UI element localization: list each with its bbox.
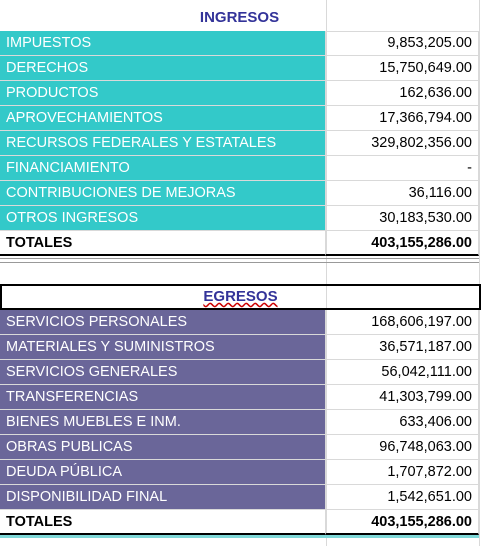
row-value: - bbox=[326, 156, 479, 181]
row-value: 96,748,063.00 bbox=[326, 435, 479, 460]
section-title: INGRESOS bbox=[0, 5, 479, 32]
row-label: FINANCIAMIENTO bbox=[0, 156, 326, 181]
row-label: DISPONIBILIDAD FINAL bbox=[0, 485, 326, 510]
grid-line bbox=[479, 0, 480, 546]
row-label: PRODUCTOS bbox=[0, 81, 326, 106]
row-label: TRANSFERENCIAS bbox=[0, 385, 326, 410]
row-label: SERVICIOS PERSONALES bbox=[0, 310, 326, 335]
row-value: 56,042,111.00 bbox=[326, 360, 479, 385]
grid-line bbox=[326, 0, 327, 546]
row-label: OTROS INGRESOS bbox=[0, 206, 326, 231]
double-rule bbox=[0, 258, 479, 263]
row-value: 9,853,205.00 bbox=[326, 31, 479, 56]
bottom-rule bbox=[0, 535, 479, 538]
row-value: 329,802,356.00 bbox=[326, 131, 479, 156]
row-value: 41,303,799.00 bbox=[326, 385, 479, 410]
row-value: 1,707,872.00 bbox=[326, 460, 479, 485]
row-label: MATERIALES Y SUMINISTROS bbox=[0, 335, 326, 360]
row-value: 633,406.00 bbox=[326, 410, 479, 435]
row-label: BIENES MUEBLES E INM. bbox=[0, 410, 326, 435]
row-value: 162,636.00 bbox=[326, 81, 479, 106]
row-label: RECURSOS FEDERALES Y ESTATALES bbox=[0, 131, 326, 156]
total-label: TOTALES bbox=[0, 231, 326, 256]
row-label: CONTRIBUCIONES DE MEJORAS bbox=[0, 181, 326, 206]
total-value: 403,155,286.00 bbox=[326, 510, 479, 535]
section-title: EGRESOS bbox=[0, 284, 481, 310]
row-value: 36,571,187.00 bbox=[326, 335, 479, 360]
row-label: IMPUESTOS bbox=[0, 31, 326, 56]
row-value: 168,606,197.00 bbox=[326, 310, 479, 335]
title-text: EGRESOS bbox=[203, 288, 278, 305]
row-value: 30,183,530.00 bbox=[326, 206, 479, 231]
row-value: 1,542,651.00 bbox=[326, 485, 479, 510]
row-label: DEUDA PÚBLICA bbox=[0, 460, 326, 485]
row-label: SERVICIOS GENERALES bbox=[0, 360, 326, 385]
total-label: TOTALES bbox=[0, 510, 326, 535]
row-value: 17,366,794.00 bbox=[326, 106, 479, 131]
total-value: 403,155,286.00 bbox=[326, 231, 479, 256]
row-value: 15,750,649.00 bbox=[326, 56, 479, 81]
row-label: DERECHOS bbox=[0, 56, 326, 81]
row-label: OBRAS PUBLICAS bbox=[0, 435, 326, 460]
row-label: APROVECHAMIENTOS bbox=[0, 106, 326, 131]
row-value: 36,116.00 bbox=[326, 181, 479, 206]
